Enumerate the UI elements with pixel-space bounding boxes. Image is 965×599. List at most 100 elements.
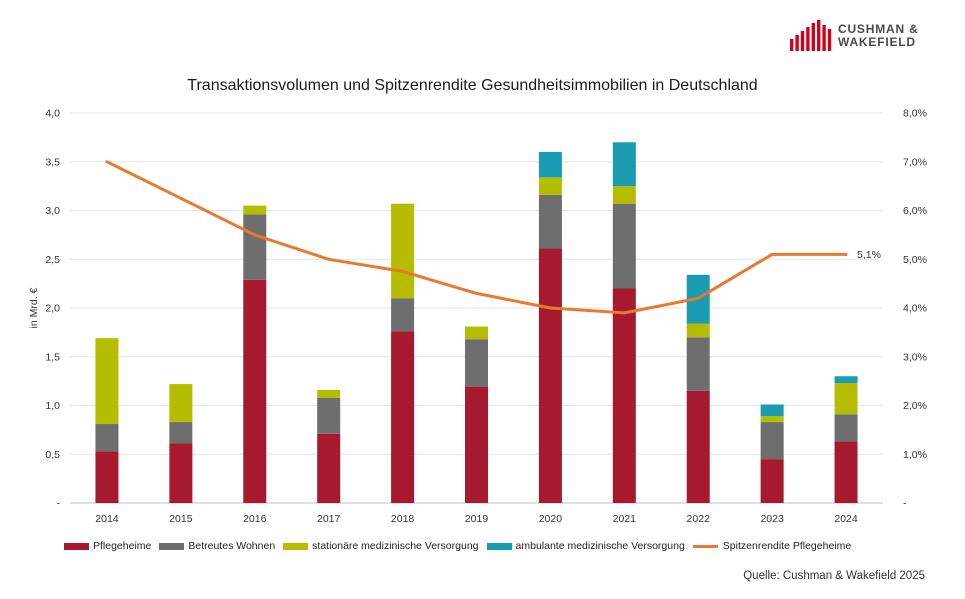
bar-segment xyxy=(169,384,193,423)
brand-logo: CUSHMAN & WAKEFIELD xyxy=(790,20,940,54)
y-tick-label: 1,5 xyxy=(45,351,60,363)
bar-segment xyxy=(169,443,193,503)
legend-label: Pflegeheime xyxy=(93,540,152,552)
logo-bar xyxy=(800,31,805,51)
bar-segment xyxy=(834,376,858,384)
x-tick-label: 2016 xyxy=(243,513,267,525)
bar-segment xyxy=(243,205,267,215)
bar-segment xyxy=(612,203,636,289)
y2-tick-label: 5,0% xyxy=(903,254,927,266)
legend-item: Betreutes Wohnen xyxy=(159,540,275,552)
bar-segment xyxy=(760,422,784,460)
yield-point xyxy=(770,252,774,256)
legend-label: ambulante medizinische Versorgung xyxy=(515,540,685,552)
bar-segment xyxy=(317,397,341,434)
logo-bar xyxy=(795,35,799,51)
y-tick-label: - xyxy=(57,498,61,510)
yield-point xyxy=(253,233,257,237)
logo-bar xyxy=(822,25,826,51)
y-tick-label: 3,0 xyxy=(45,205,60,217)
legend-swatch xyxy=(64,542,89,550)
x-tick-label: 2022 xyxy=(687,513,711,525)
yield-point xyxy=(179,196,183,200)
bar-segment xyxy=(538,248,562,503)
y-axis-title: in Mrd. € xyxy=(28,287,40,328)
brand-name: CUSHMAN & WAKEFIELD xyxy=(838,23,919,49)
yield-point xyxy=(696,296,700,300)
y2-tick-label: 8,0% xyxy=(903,108,927,120)
y-tick-label: 2,5 xyxy=(45,254,60,266)
yield-point xyxy=(401,269,405,273)
logo-bar xyxy=(790,39,794,51)
yield-line xyxy=(105,160,848,315)
bar-segment xyxy=(391,203,415,299)
bar-segment xyxy=(834,414,858,442)
y-tick-label: 0,5 xyxy=(45,449,60,461)
bar-segment xyxy=(686,323,710,338)
legend-item: Spitzenrendite Pflegeheime xyxy=(692,540,852,552)
bar-segment xyxy=(834,441,858,503)
y2-tick-label: 1,0% xyxy=(903,449,927,461)
yield-point xyxy=(622,311,626,315)
yield-point xyxy=(105,160,109,164)
x-tick-label: 2018 xyxy=(391,513,415,525)
chart-legend: Pflegeheime Betreutes Wohnen stationäre me… xyxy=(64,538,859,554)
y-tick-label: 1,0 xyxy=(45,400,60,412)
bar-segment xyxy=(686,390,710,503)
yield-point xyxy=(475,291,478,295)
bar-segment xyxy=(612,186,636,204)
bar-segment xyxy=(465,339,488,387)
x-tick-label: 2015 xyxy=(169,513,193,525)
legend-item: Pflegeheime xyxy=(64,540,151,552)
bar-segment xyxy=(317,433,341,503)
bar-segment xyxy=(465,386,488,503)
logo-bar xyxy=(817,20,821,51)
y2-tick-label: 6,0% xyxy=(903,205,927,217)
logo-bar xyxy=(827,29,832,51)
x-tick-label: 2019 xyxy=(465,513,489,525)
bar-segment xyxy=(169,422,193,444)
bar-segment xyxy=(612,288,636,503)
y-tick-label: 4,0 xyxy=(45,108,60,120)
bar-segment xyxy=(538,152,562,178)
bar-segment xyxy=(538,177,562,195)
legend-item: ambulante medizinische Versorgung xyxy=(486,540,685,552)
legend-label: Betreutes Wohnen xyxy=(188,540,276,552)
bar-segment xyxy=(243,279,267,503)
bar-segment xyxy=(612,142,636,187)
bar-segment xyxy=(317,389,341,398)
x-tick-label: 2014 xyxy=(95,513,119,525)
bar-segment xyxy=(686,337,710,391)
brand-name-line2: WAKEFIELD xyxy=(838,35,916,49)
x-tick-label: 2017 xyxy=(317,513,341,525)
y2-tick-label: - xyxy=(903,498,907,510)
bar-segment xyxy=(760,404,784,417)
bar-segment xyxy=(391,298,415,332)
legend-swatch xyxy=(283,542,309,550)
y2-tick-label: 2,0% xyxy=(903,400,927,412)
yield-data-label: 5,1% xyxy=(857,249,881,261)
y2-tick-label: 3,0% xyxy=(903,351,927,363)
bar-segment xyxy=(95,338,119,425)
logo-bar xyxy=(806,27,810,51)
legend-label: Spitzenrendite Pflegeheime xyxy=(722,540,852,552)
y-tick-label: 2,0 xyxy=(45,303,60,315)
legend-swatch xyxy=(159,542,185,550)
yield-point xyxy=(548,306,552,310)
bar-segment xyxy=(243,214,267,280)
bar-segment xyxy=(465,326,488,340)
bar-segment xyxy=(760,459,784,503)
x-tick-label: 2021 xyxy=(613,513,637,525)
chart-title: Transaktionsvolumen und Spitzenrendite G… xyxy=(187,77,758,94)
x-tick-label: 2020 xyxy=(539,513,563,525)
legend-swatch xyxy=(486,542,512,550)
bar-segment xyxy=(95,451,119,503)
bar-segment xyxy=(95,424,119,452)
bar-segment xyxy=(391,331,415,503)
brand-logo-icon xyxy=(790,20,832,51)
x-tick-label: 2024 xyxy=(834,513,858,525)
legend-item: stationäre medizinische Versorgung xyxy=(283,540,479,552)
legend-swatch xyxy=(692,544,718,548)
yield-point xyxy=(327,257,331,261)
